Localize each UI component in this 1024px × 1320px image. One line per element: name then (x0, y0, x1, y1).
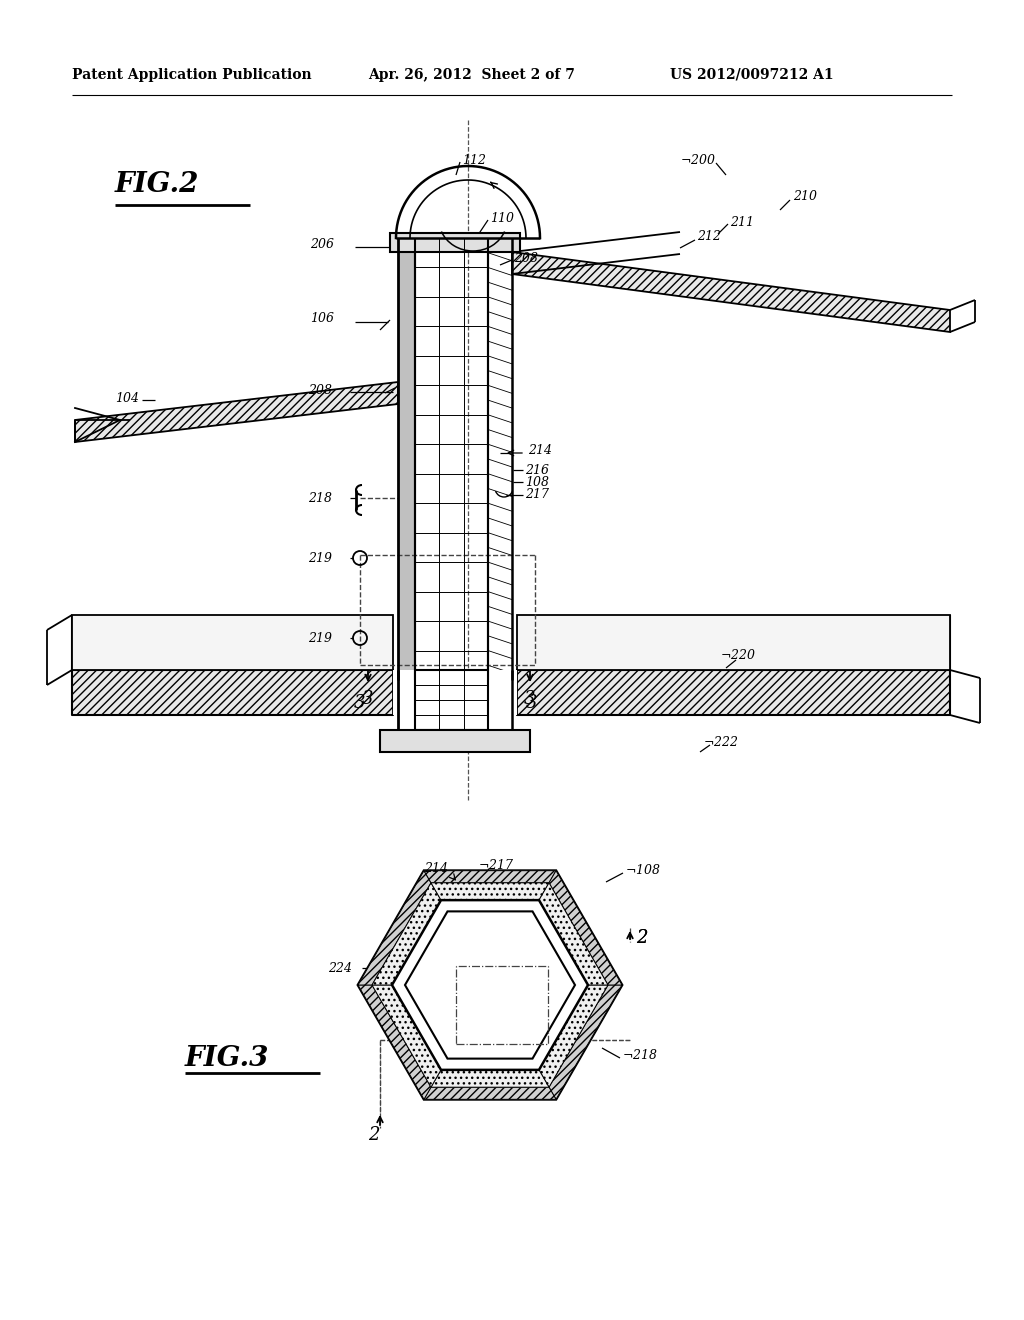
Polygon shape (512, 252, 950, 333)
Text: 112: 112 (462, 153, 486, 166)
Polygon shape (72, 615, 393, 671)
Text: 216: 216 (525, 463, 549, 477)
Text: $\mathit{\neg}$220: $\mathit{\neg}$220 (720, 648, 756, 663)
Polygon shape (424, 871, 556, 883)
Polygon shape (424, 1088, 556, 1100)
Text: 212: 212 (697, 231, 721, 243)
Polygon shape (539, 883, 608, 985)
Text: 219: 219 (308, 631, 332, 644)
Text: 218: 218 (308, 491, 332, 504)
Text: 108: 108 (525, 475, 549, 488)
Text: 208: 208 (514, 252, 538, 264)
Text: $\mathit{\neg}$200: $\mathit{\neg}$200 (680, 153, 716, 168)
Text: 3: 3 (526, 694, 538, 711)
Text: $\mathit{\neg}$218: $\mathit{\neg}$218 (622, 1048, 657, 1063)
Text: 2: 2 (636, 929, 647, 946)
Polygon shape (372, 985, 441, 1088)
Text: FIG.3: FIG.3 (185, 1044, 269, 1072)
Text: 224: 224 (328, 961, 352, 974)
Polygon shape (549, 985, 622, 1100)
Text: 3: 3 (362, 690, 374, 708)
Text: 214: 214 (528, 444, 552, 457)
Polygon shape (372, 883, 441, 985)
Text: 110: 110 (490, 211, 514, 224)
Text: 219: 219 (308, 552, 332, 565)
Polygon shape (406, 911, 575, 1059)
Polygon shape (415, 671, 488, 730)
Polygon shape (358, 871, 622, 1100)
Polygon shape (72, 671, 393, 715)
Text: Apr. 26, 2012  Sheet 2 of 7: Apr. 26, 2012 Sheet 2 of 7 (368, 69, 574, 82)
Polygon shape (517, 671, 950, 715)
Polygon shape (75, 381, 398, 442)
Bar (456, 966, 548, 1044)
Polygon shape (398, 238, 415, 680)
Text: Patent Application Publication: Patent Application Publication (72, 69, 311, 82)
Text: $\mathit{\neg}$108: $\mathit{\neg}$108 (625, 863, 660, 876)
Text: 3: 3 (354, 694, 366, 711)
Text: 104: 104 (115, 392, 139, 404)
Text: 217: 217 (525, 488, 549, 502)
Text: $\mathit{\neg}$224: $\mathit{\neg}$224 (492, 735, 527, 748)
Text: 2: 2 (636, 929, 647, 946)
Polygon shape (358, 985, 431, 1100)
Polygon shape (358, 871, 431, 985)
Text: 3: 3 (524, 690, 536, 708)
Polygon shape (390, 234, 520, 252)
Polygon shape (392, 900, 588, 1071)
Text: $\mathit{\neg}$217: $\mathit{\neg}$217 (478, 858, 514, 873)
Text: $\mathit{\neg}$222: $\mathit{\neg}$222 (703, 735, 738, 748)
Text: 210: 210 (793, 190, 817, 203)
Text: 208: 208 (308, 384, 332, 396)
Text: 2: 2 (369, 1126, 380, 1144)
Polygon shape (517, 615, 950, 671)
Polygon shape (380, 730, 530, 752)
Polygon shape (539, 985, 608, 1088)
Text: 106: 106 (310, 312, 334, 325)
Text: 211: 211 (730, 215, 754, 228)
Text: 214: 214 (424, 862, 449, 874)
Polygon shape (415, 238, 488, 680)
Text: FIG.2: FIG.2 (115, 172, 200, 198)
Polygon shape (393, 671, 517, 715)
Polygon shape (549, 871, 622, 985)
Polygon shape (431, 1071, 549, 1088)
Text: US 2012/0097212 A1: US 2012/0097212 A1 (670, 69, 834, 82)
Text: 206: 206 (310, 239, 334, 252)
Polygon shape (431, 883, 549, 900)
